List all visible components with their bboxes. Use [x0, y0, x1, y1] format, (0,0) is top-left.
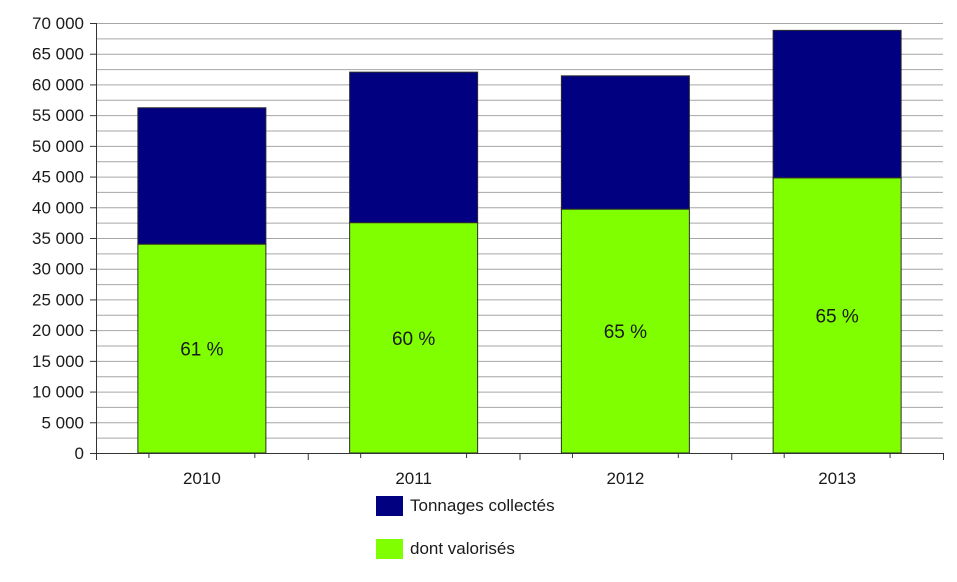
y-tick-label: 5 000 — [41, 413, 84, 432]
data-label-2011: 60 % — [392, 329, 435, 350]
y-tick-label: 65 000 — [32, 45, 84, 64]
y-tick-label: 70 000 — [32, 14, 84, 33]
y-tick-label: 30 000 — [32, 260, 84, 279]
bar-valorises-2011 — [349, 222, 479, 454]
bar-valorises-2010 — [137, 243, 267, 454]
x-tick-label-2011: 2011 — [395, 469, 432, 488]
data-label-2012: 65 % — [604, 322, 647, 343]
y-tick-label: 10 000 — [32, 383, 84, 402]
bar-valorises-2012 — [560, 208, 690, 454]
legend-label-valorises: dont valorisés — [410, 539, 515, 558]
legend-item-valorises: dont valorisés — [376, 539, 555, 559]
x-tick-label-2012: 2012 — [606, 469, 644, 488]
data-label-2013: 65 % — [815, 306, 858, 327]
y-tick-label: 40 000 — [32, 198, 84, 217]
y-tick-label: 45 000 — [32, 168, 84, 187]
data-label-2010: 61 % — [180, 340, 223, 361]
x-tick-label-2010: 2010 — [183, 469, 221, 488]
axes: 0 5 000 10 000 15 000 20 000 25 000 30 000 35 0… — [32, 14, 944, 488]
bars: 61 % 60 % 65 % 65 % — [137, 29, 902, 454]
y-tick-label: 20 000 — [32, 321, 84, 340]
legend-swatch-valorises — [376, 539, 403, 559]
legend-item-tonnages: Tonnages collectés — [376, 496, 555, 516]
chart: 61 % 60 % 65 % 65 % 0 5 000 10 000 15 000 20 00… — [32, 14, 944, 488]
y-tick-label: 60 000 — [32, 75, 84, 94]
y-tick-label: 15 000 — [32, 352, 84, 371]
y-tick-label: 55 000 — [32, 106, 84, 125]
y-tick-label: 25 000 — [32, 290, 84, 309]
bar-tonnages-2012 — [560, 75, 690, 210]
y-tick-label: 0 — [75, 444, 84, 463]
x-tick-label-2013: 2013 — [818, 469, 856, 488]
bar-tonnages-2011 — [349, 71, 479, 224]
y-tick-label: 50 000 — [32, 137, 84, 156]
legend-label-tonnages: Tonnages collectés — [410, 496, 555, 515]
bar-tonnages-2013 — [772, 29, 902, 179]
y-tick-label: 35 000 — [32, 229, 84, 248]
bar-tonnages-2010 — [137, 107, 267, 245]
legend: Tonnages collectés dont valorisés — [376, 496, 555, 582]
legend-swatch-tonnages — [376, 496, 403, 516]
